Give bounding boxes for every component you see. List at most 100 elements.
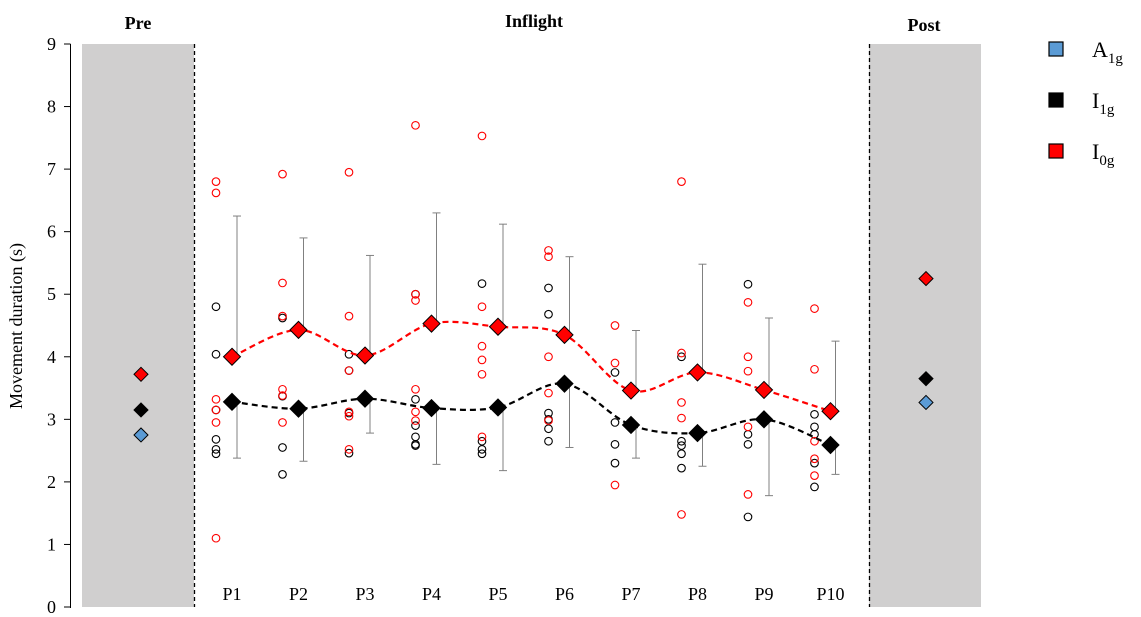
individual-point-i1g [610, 458, 620, 468]
y-axis-label: Movement duration (s) [6, 243, 27, 409]
individual-point-i1g [411, 421, 420, 430]
individual-point-i1g [544, 436, 553, 446]
category-label: P8 [688, 584, 707, 604]
pre-phase-band [82, 44, 194, 607]
individual-point-i1g [211, 435, 221, 444]
individual-point-i0g [278, 278, 287, 288]
individual-point-i0g [477, 355, 487, 365]
legend-swatch [1048, 92, 1064, 108]
individual-point-i1g [411, 432, 420, 442]
individual-point-i0g [278, 384, 287, 394]
individual-point-i0g [743, 298, 753, 307]
individual-point-i0g [211, 418, 221, 427]
individual-point-i1g [810, 429, 819, 439]
individual-point-i0g [278, 311, 287, 321]
mean-marker-i0g [621, 381, 641, 400]
individual-point-i0g [810, 471, 819, 480]
category-label: P1 [222, 584, 241, 604]
individual-point-i0g [344, 366, 354, 375]
legend-swatch [1048, 41, 1064, 57]
individual-point-i1g [544, 309, 553, 319]
individual-point-i0g [810, 304, 819, 313]
category-label: P5 [488, 584, 507, 604]
individual-point-i1g [610, 368, 620, 377]
individual-point-i1g [344, 448, 354, 458]
trend-line-i1g [231, 382, 831, 447]
individual-point-i0g [544, 252, 553, 262]
individual-point-i1g [743, 429, 753, 439]
y-tick-label: 1 [47, 534, 56, 554]
legend-label-subscript: 1g [1108, 51, 1124, 67]
individual-point-i0g [477, 131, 487, 141]
individual-point-i1g [211, 445, 221, 454]
individual-point-i1g [411, 394, 420, 404]
individual-point-i1g [544, 424, 553, 434]
y-tick-label: 7 [47, 159, 56, 179]
individual-point-i0g [743, 490, 753, 499]
mean-marker-i0g [555, 325, 574, 345]
mean-marker-i1g [821, 435, 840, 455]
individual-point-i1g [677, 441, 686, 450]
individual-point-i1g [477, 449, 487, 459]
individual-point-i0g [677, 348, 686, 358]
y-tick-label: 9 [47, 34, 56, 54]
pre-marker-i0g [133, 366, 149, 383]
category-label: P2 [289, 584, 308, 604]
individual-point-i1g [810, 458, 819, 468]
individual-point-i0g [344, 411, 354, 421]
individual-point-i1g [743, 279, 753, 289]
mean-marker-i0g [754, 380, 774, 400]
mean-marker-i1g [355, 389, 375, 408]
individual-point-i0g [610, 321, 620, 330]
mean-marker-i1g [754, 410, 774, 429]
individual-point-i1g [544, 283, 553, 293]
mean-marker-i1g [688, 423, 707, 443]
individual-point-i1g [211, 449, 221, 459]
individual-point-i0g [544, 416, 553, 425]
trend-line-i0g [231, 320, 831, 413]
category-label: P7 [621, 584, 640, 604]
post-marker-a1g [918, 394, 934, 411]
legend-label: A1g [1092, 37, 1123, 67]
individual-point-i0g [211, 188, 221, 198]
individual-point-i0g [477, 302, 487, 312]
pre-marker-i1g [133, 402, 149, 418]
individual-point-i0g [411, 296, 420, 305]
mean-marker-i1g [222, 392, 242, 412]
phase-label-inflight: Inflight [505, 11, 563, 31]
individual-point-i0g [810, 436, 819, 446]
mean-marker-i1g [555, 374, 574, 393]
individual-point-i0g [544, 388, 553, 398]
post-marker-i0g [918, 270, 934, 287]
mean-marker-i1g [621, 415, 641, 435]
individual-point-i1g [810, 482, 819, 492]
individual-point-i1g [677, 352, 686, 362]
individual-point-i1g [211, 302, 221, 312]
category-label: P6 [555, 584, 574, 604]
y-ticks: 0 1 2 3 4 5 6 7 8 9 [47, 34, 71, 617]
y-tick-label: 8 [47, 97, 56, 117]
individual-point-i0g [677, 177, 686, 186]
individual-point-i0g [411, 416, 420, 425]
individual-point-i0g [344, 407, 354, 417]
y-tick-label: 5 [47, 284, 56, 304]
individual-point-i1g [677, 436, 686, 446]
individual-point-i0g [344, 167, 354, 177]
individual-point-i1g [278, 470, 287, 479]
individual-point-i1g [477, 445, 487, 454]
individual-point-i0g [677, 398, 686, 407]
plot-area [133, 120, 934, 543]
individual-point-i0g [810, 454, 819, 464]
legend-label-subscript: 1g [1099, 102, 1115, 118]
individual-point-i1g [677, 463, 686, 473]
post-marker-i1g [918, 370, 934, 387]
individual-point-i1g [477, 279, 487, 288]
individual-point-i1g [610, 418, 620, 427]
pre-marker-a1g [133, 427, 149, 443]
individual-point-i1g [411, 441, 420, 450]
individual-point-i1g [743, 512, 753, 522]
individual-point-i1g [743, 440, 753, 449]
individual-point-i0g [211, 405, 221, 415]
mean-marker-i0g [289, 320, 308, 340]
